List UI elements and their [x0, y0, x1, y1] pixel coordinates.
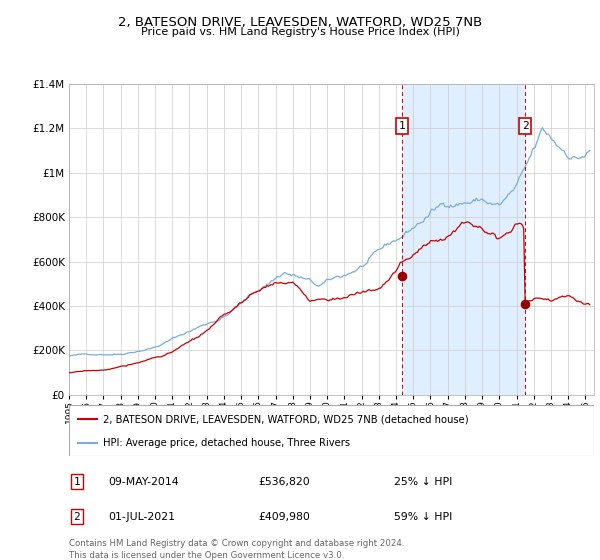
- Point: [397, 271, 407, 280]
- Text: 2: 2: [74, 512, 80, 521]
- Text: 1: 1: [74, 477, 80, 487]
- Text: £536,820: £536,820: [258, 477, 310, 487]
- Text: Price paid vs. HM Land Registry's House Price Index (HPI): Price paid vs. HM Land Registry's House …: [140, 27, 460, 37]
- Text: 09-MAY-2014: 09-MAY-2014: [109, 477, 179, 487]
- Text: 2: 2: [522, 121, 529, 131]
- Text: 25% ↓ HPI: 25% ↓ HPI: [395, 477, 453, 487]
- Text: 2, BATESON DRIVE, LEAVESDEN, WATFORD, WD25 7NB (detached house): 2, BATESON DRIVE, LEAVESDEN, WATFORD, WD…: [103, 414, 469, 424]
- Text: 01-JUL-2021: 01-JUL-2021: [109, 512, 175, 521]
- Text: 59% ↓ HPI: 59% ↓ HPI: [395, 512, 453, 521]
- Text: Contains HM Land Registry data © Crown copyright and database right 2024.
This d: Contains HM Land Registry data © Crown c…: [69, 539, 404, 559]
- Text: 1: 1: [398, 121, 406, 131]
- Text: £409,980: £409,980: [258, 512, 310, 521]
- Point: [520, 299, 530, 308]
- Text: HPI: Average price, detached house, Three Rivers: HPI: Average price, detached house, Thre…: [103, 438, 350, 448]
- Bar: [402, 84, 525, 395]
- Text: 2, BATESON DRIVE, LEAVESDEN, WATFORD, WD25 7NB: 2, BATESON DRIVE, LEAVESDEN, WATFORD, WD…: [118, 16, 482, 29]
